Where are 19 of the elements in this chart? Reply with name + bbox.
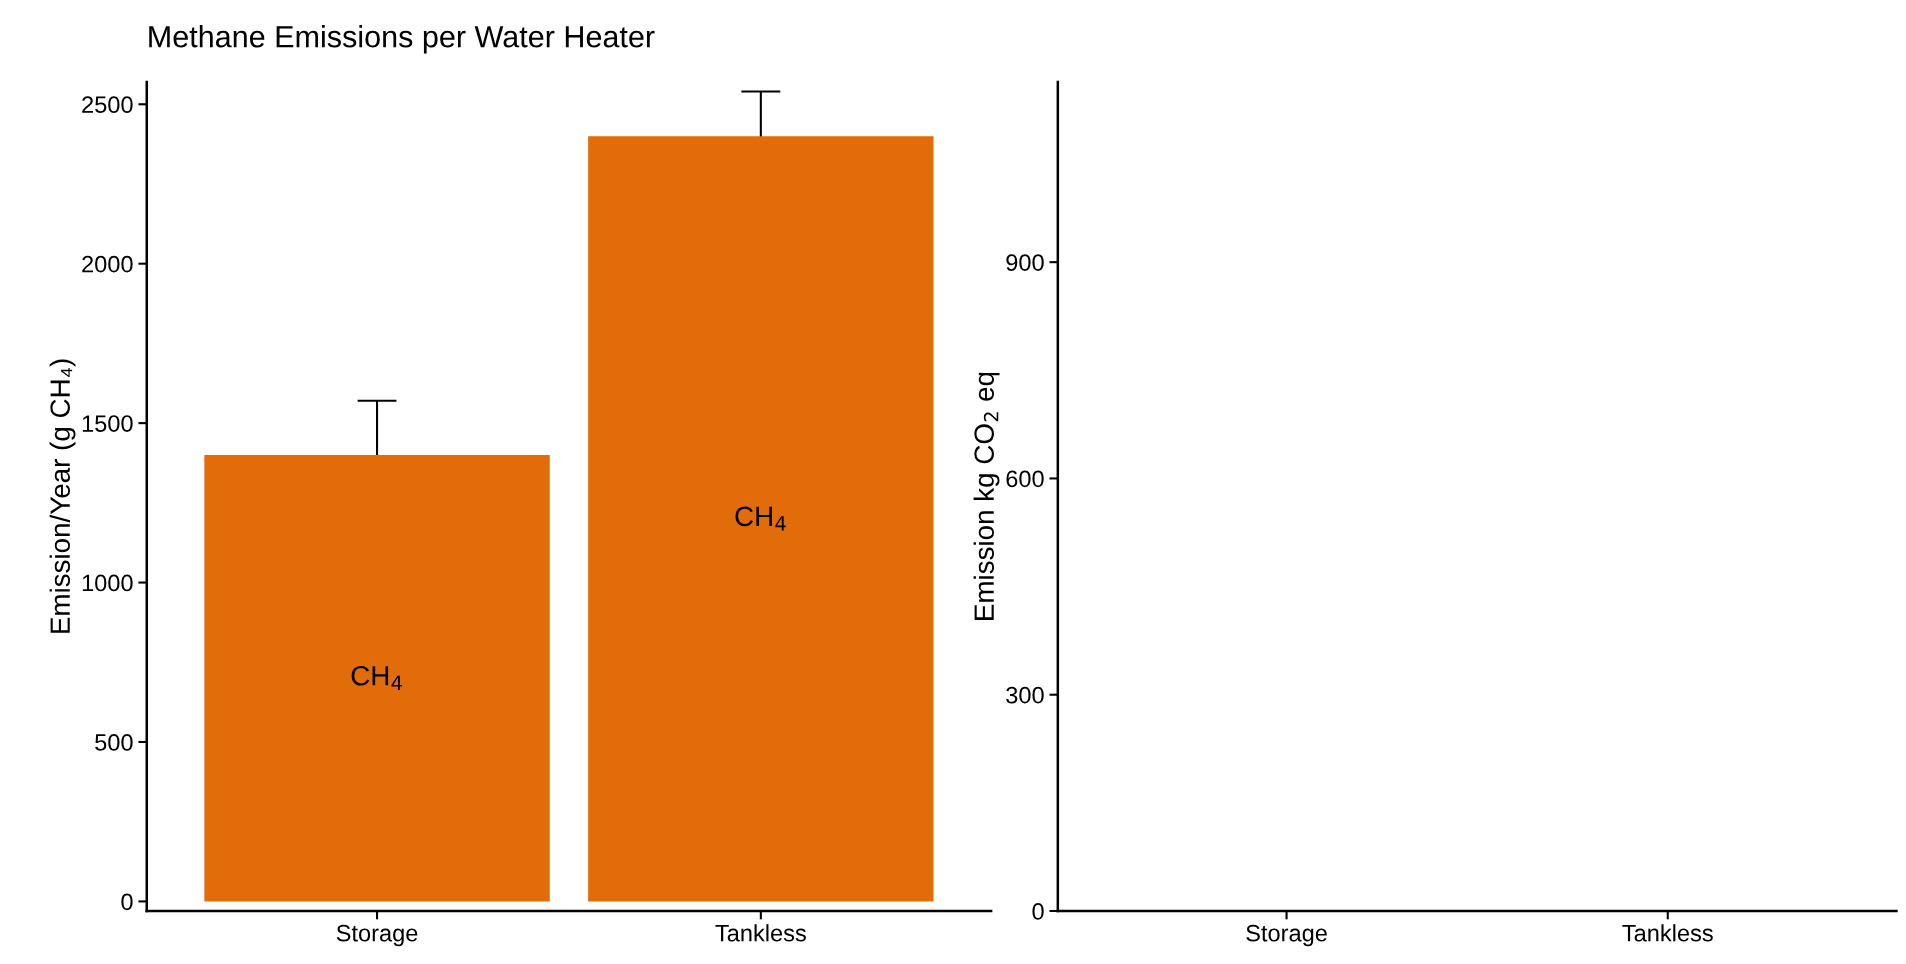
y-axis-title: Emission/Year (g CH₄) <box>49 359 76 633</box>
y-tick-label: 900 <box>1006 254 1044 271</box>
y-tick-label: 0 <box>121 893 133 911</box>
y-tick-label: 500 <box>95 734 133 751</box>
y-tick-label: 600 <box>1006 470 1044 488</box>
x-tick-label: Storage <box>336 924 418 947</box>
y-tick-label: 300 <box>1006 686 1044 704</box>
y-axis-title: Emission kg CO$_{2}$ eq <box>973 372 1000 620</box>
x-tick-label: Tankless <box>1622 924 1713 942</box>
annotation: CH$_{4}$ <box>351 665 402 690</box>
y-tick-label: 1000 <box>82 574 133 592</box>
y-tick-label: 0 <box>1032 903 1044 920</box>
chart-title: Methane Emissions per Water Heater <box>149 25 655 54</box>
x-tick-label: Storage <box>1246 924 1327 947</box>
y-tick-label: 2500 <box>82 96 133 114</box>
annotation: CH$_{4}$ <box>735 506 786 531</box>
y-tick-label: 1500 <box>82 415 133 432</box>
y-tick-label: 2000 <box>82 255 133 273</box>
x-tick-label: Tankless <box>715 924 806 942</box>
